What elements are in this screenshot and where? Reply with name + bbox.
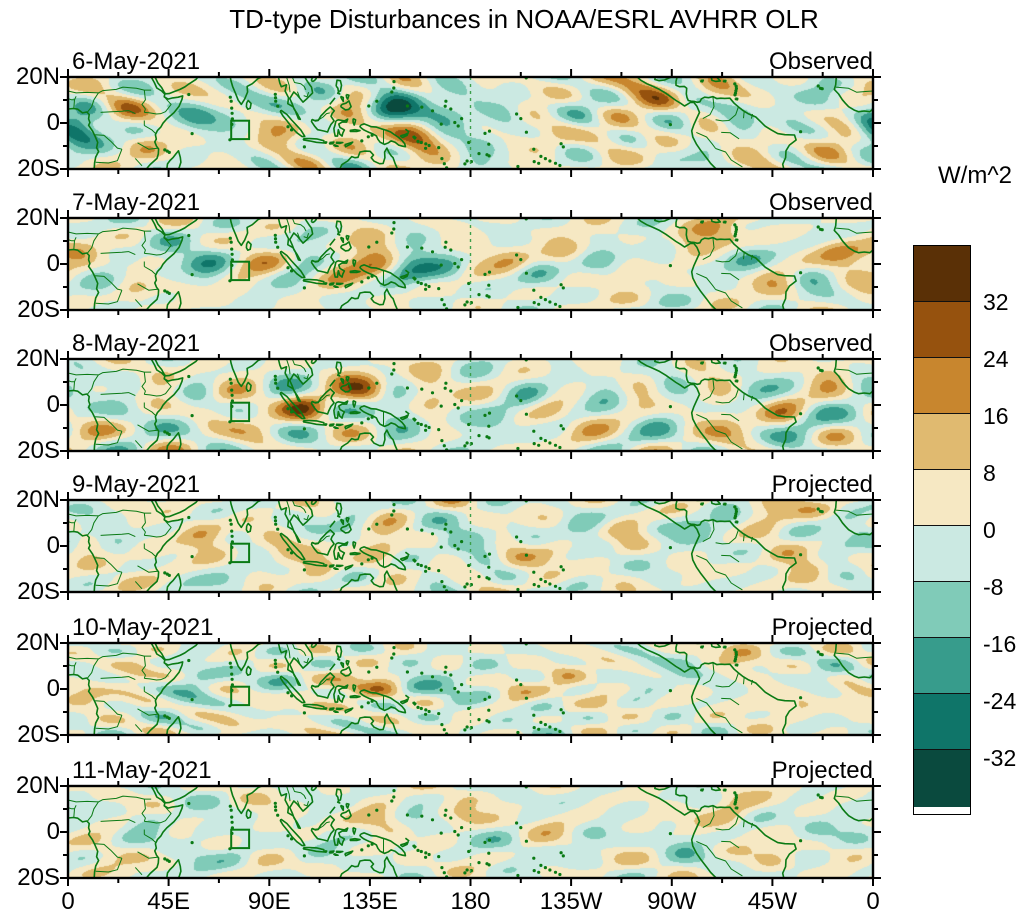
reference-region-box [230,401,251,423]
colorbar-tick-label: -24 [983,688,1017,714]
panel-status-label: Observed [768,189,873,216]
panel-date-label: 9-May-2021 [72,471,201,498]
colorbar-cell [914,582,970,638]
colorbar-scale [913,245,971,815]
y-axis-label-20n: 20N [15,63,60,90]
y-axis-label-20s: 20S [17,721,60,748]
colorbar-cell [914,638,970,694]
x-axis-tick-label: 0 [866,888,880,915]
colorbar-cell [914,246,970,302]
panel-status-label: Projected [771,757,873,784]
y-axis-label-20n: 20N [15,486,60,513]
y-axis-label-20s: 20S [17,864,60,891]
colorbar-tick-label: 0 [983,517,996,543]
panel-status-label: Projected [771,614,873,641]
coastline-overlay [60,635,881,743]
colorbar-tick-label: 24 [983,346,1009,372]
coastline-overlay [60,210,881,318]
colorbar-cell [914,526,970,582]
coastline-overlay [60,778,881,886]
colorbar-cell [914,414,970,470]
x-axis-tick-label: 90E [247,888,291,915]
x-axis-tick-label: 180 [450,888,491,915]
colorbar-cell [914,750,970,807]
figure-title: TD-type Disturbances in NOAA/ESRL AVHRR … [229,4,819,34]
colorbar-cell [914,302,970,358]
coastline-overlay [60,69,881,177]
y-axis-label-0: 0 [46,675,60,702]
coastline-overlay [60,492,881,600]
x-axis-tick-label: 135W [539,888,603,915]
x-axis-tick-label: 135E [341,888,398,915]
colorbar-unit-label: W/m^2 [938,162,1012,189]
x-axis-tick-label: 45E [147,888,190,915]
y-axis-label-0: 0 [46,250,60,277]
panel-date-label: 8-May-2021 [72,330,201,357]
colorbar-tick-label: -16 [983,631,1017,657]
panel-status-label: Observed [768,330,873,357]
y-axis-label-0: 0 [46,109,60,136]
reference-region-box [230,685,251,707]
colorbar-cell [914,358,970,414]
reference-region-box [230,828,251,850]
x-axis-tick-label: 0 [61,888,75,915]
y-axis-label-0: 0 [46,391,60,418]
x-axis-tick-label: 90W [647,888,697,915]
y-axis-label-20n: 20N [15,204,60,231]
coastline-overlay [60,351,881,459]
y-axis-label-20n: 20N [15,345,60,372]
y-axis-label-0: 0 [46,818,60,845]
reference-region-box [230,260,251,282]
y-axis-label-20n: 20N [15,629,60,656]
reference-region-box [230,119,251,141]
colorbar-cell [914,470,970,526]
panel-status-label: Observed [768,48,873,75]
y-axis-label-0: 0 [46,532,60,559]
y-axis-label-20s: 20S [17,437,60,464]
panel-date-label: 10-May-2021 [72,614,214,641]
panel-date-label: 7-May-2021 [72,189,201,216]
panel-status-label: Projected [771,471,873,498]
colorbar-cell [914,694,970,750]
colorbar-tick-label: 32 [983,289,1009,315]
colorbar-tick-label: -32 [983,745,1017,771]
y-axis-label-20n: 20N [15,772,60,799]
y-axis-label-20s: 20S [17,578,60,605]
panel-date-label: 6-May-2021 [72,48,201,75]
colorbar-tick-label: 16 [983,403,1009,429]
y-axis-label-20s: 20S [17,296,60,323]
reference-region-box [230,542,251,564]
colorbar-tick-label: -8 [983,574,1004,600]
x-axis-tick-label: 45W [747,888,798,915]
panel-date-label: 11-May-2021 [72,757,212,784]
y-axis-label-20s: 20S [17,155,60,182]
colorbar-tick-label: 8 [983,460,996,486]
